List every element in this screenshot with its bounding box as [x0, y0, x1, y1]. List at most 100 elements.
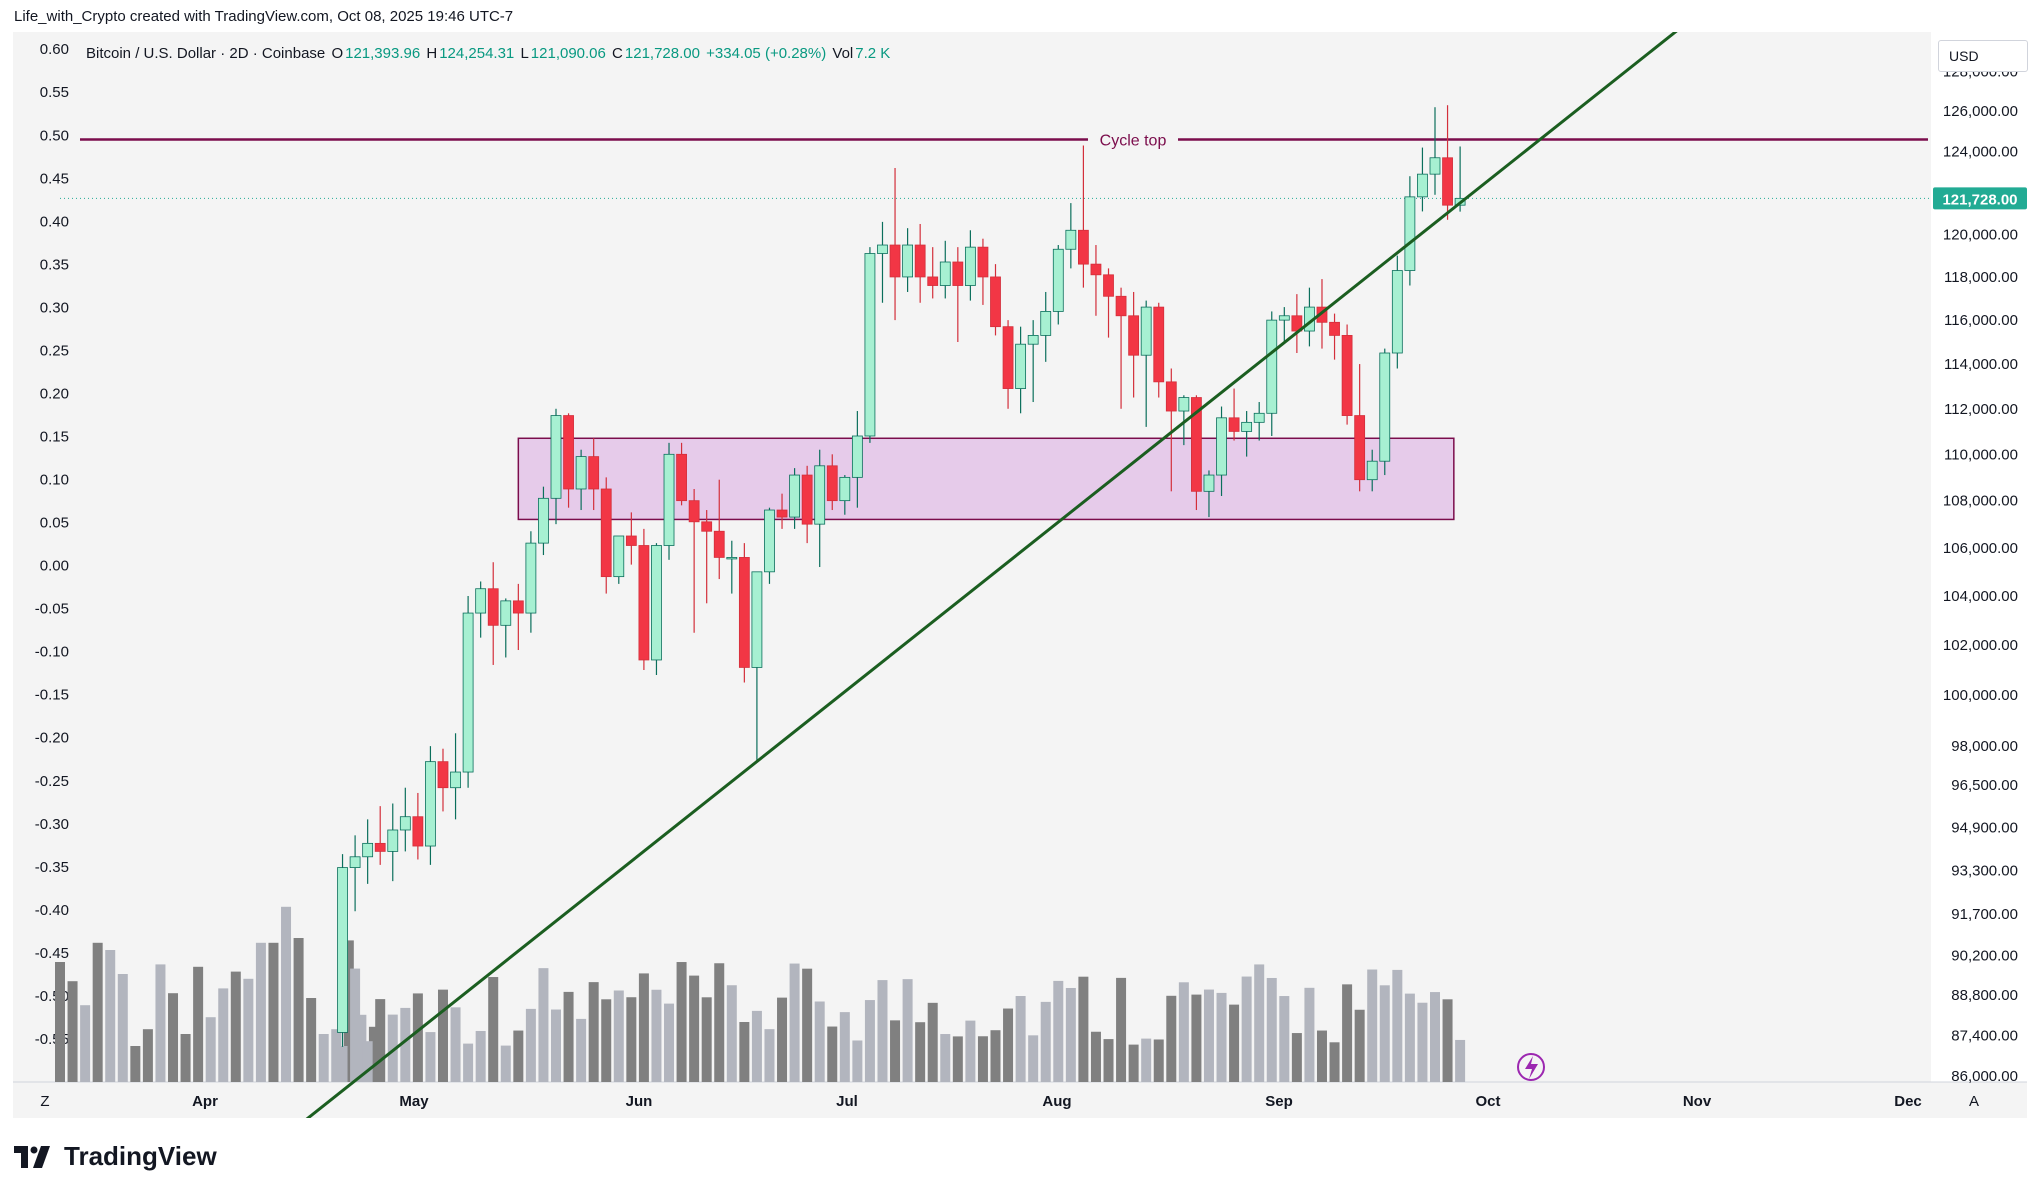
candle-body[interactable] — [349, 856, 361, 868]
candle-body[interactable] — [412, 816, 424, 847]
candle-body[interactable] — [1153, 306, 1165, 383]
candle-body[interactable] — [1354, 415, 1366, 481]
candle-body[interactable] — [600, 488, 612, 578]
candle-body[interactable] — [588, 456, 600, 490]
price-chart[interactable]: 0.60 0.55 0.50 0.45 0.40 0.35 0.30 0.25 0.20 0.15… — [13, 32, 2027, 1118]
candle-body[interactable] — [399, 816, 411, 831]
candle-body[interactable] — [625, 535, 637, 546]
candle-body[interactable] — [387, 829, 399, 852]
candle-body[interactable] — [425, 761, 436, 847]
candle-body[interactable] — [1090, 263, 1102, 276]
candle-body[interactable] — [1253, 412, 1265, 423]
candle-body[interactable] — [437, 761, 449, 789]
candle-body[interactable] — [1203, 474, 1215, 492]
candle-body[interactable] — [839, 476, 851, 502]
candle-body[interactable] — [1278, 315, 1290, 321]
candle-body[interactable] — [814, 465, 826, 525]
candle-body[interactable] — [826, 465, 838, 502]
volume-bar — [437, 989, 448, 1082]
candle-body[interactable] — [688, 500, 700, 523]
candle-body[interactable] — [801, 474, 813, 525]
candle-body[interactable] — [1140, 306, 1152, 356]
symbol-title[interactable]: Bitcoin / U.S. Dollar · 2D · Coinbase — [86, 45, 326, 62]
candle-body[interactable] — [789, 474, 800, 518]
candle-body[interactable] — [738, 557, 750, 668]
candle-body[interactable] — [713, 530, 725, 558]
tradingview-brand[interactable]: TradingView — [14, 1141, 217, 1172]
candle-body[interactable] — [1366, 460, 1378, 481]
bolt-icon[interactable] — [1517, 1053, 1545, 1081]
price-axis-strip[interactable] — [1931, 32, 2027, 1118]
candle-body[interactable] — [1103, 274, 1114, 297]
candle-body[interactable] — [1429, 157, 1441, 175]
candle-body[interactable] — [1417, 173, 1428, 198]
candle-body[interactable] — [538, 497, 549, 544]
candle-body[interactable] — [1442, 157, 1453, 206]
candle-body[interactable] — [1128, 315, 1140, 356]
candle-body[interactable] — [638, 545, 650, 661]
candle-body[interactable] — [1115, 295, 1127, 317]
candle-body[interactable] — [889, 244, 901, 278]
candle-body[interactable] — [1027, 335, 1039, 345]
candle-body[interactable] — [1015, 343, 1027, 389]
candle-body[interactable] — [1191, 397, 1202, 492]
candle-body[interactable] — [776, 509, 788, 518]
candle-body[interactable] — [902, 244, 914, 278]
candle-body[interactable] — [1241, 421, 1253, 432]
candle-body[interactable] — [613, 535, 625, 578]
candle-body[interactable] — [525, 542, 537, 614]
candle-body[interactable] — [990, 276, 1001, 328]
trend-line[interactable] — [305, 32, 1680, 1118]
chart-area[interactable]: 0.60 0.55 0.50 0.45 0.40 0.35 0.30 0.25 0.20 0.15… — [13, 32, 2027, 1118]
candle-body[interactable] — [512, 600, 524, 614]
candle-body[interactable] — [374, 842, 386, 852]
candle-body[interactable] — [1228, 417, 1240, 432]
candle-body[interactable] — [927, 276, 939, 286]
candle-body[interactable] — [450, 771, 461, 789]
candle-body[interactable] — [964, 246, 976, 286]
candle-body[interactable] — [1178, 397, 1190, 412]
demand-zone-box[interactable] — [517, 437, 1455, 521]
candle-body[interactable] — [977, 246, 989, 278]
candle-body[interactable] — [462, 612, 474, 773]
candle-body[interactable] — [764, 509, 775, 573]
candle-body[interactable] — [575, 456, 587, 490]
candle-body[interactable] — [337, 867, 348, 1033]
candle-body[interactable] — [851, 435, 863, 478]
candle-body[interactable] — [864, 253, 876, 437]
candle-body[interactable] — [877, 244, 888, 254]
candle-body[interactable] — [751, 571, 763, 668]
candle-body[interactable] — [1391, 270, 1403, 354]
time-axis-tick-label: Dec — [1894, 1093, 1922, 1110]
candle-body[interactable] — [550, 415, 562, 499]
candle-body[interactable] — [1329, 321, 1340, 336]
candle-body[interactable] — [1379, 352, 1391, 462]
candle-body[interactable] — [1065, 229, 1077, 250]
candle-body[interactable] — [500, 600, 512, 626]
candle-body[interactable] — [1216, 417, 1227, 476]
currency-selector[interactable]: USD — [1938, 40, 2028, 72]
candle-body[interactable] — [563, 415, 574, 490]
candle-body[interactable] — [475, 588, 487, 614]
candle-body[interactable] — [1052, 248, 1064, 312]
candle-body[interactable] — [676, 453, 687, 502]
candle-body[interactable] — [1341, 335, 1353, 416]
candle-body[interactable] — [1165, 381, 1177, 412]
candle-body[interactable] — [952, 261, 964, 286]
candle-body[interactable] — [651, 545, 662, 661]
candle-body[interactable] — [914, 244, 926, 278]
candle-body[interactable] — [1002, 326, 1014, 389]
candle-body[interactable] — [1040, 311, 1052, 336]
candle-body[interactable] — [487, 588, 499, 626]
candle-body[interactable] — [1077, 229, 1089, 265]
candle-body[interactable] — [701, 521, 713, 532]
candle-body[interactable] — [1316, 306, 1328, 323]
candle-body[interactable] — [663, 453, 675, 546]
volume-bar — [613, 990, 624, 1082]
candle-body[interactable] — [1404, 196, 1416, 271]
candle-body[interactable] — [362, 842, 374, 858]
candle-body[interactable] — [726, 557, 738, 560]
candle-body[interactable] — [1266, 319, 1278, 414]
time-axis-strip[interactable] — [13, 1082, 2027, 1118]
candle-body[interactable] — [939, 261, 951, 286]
